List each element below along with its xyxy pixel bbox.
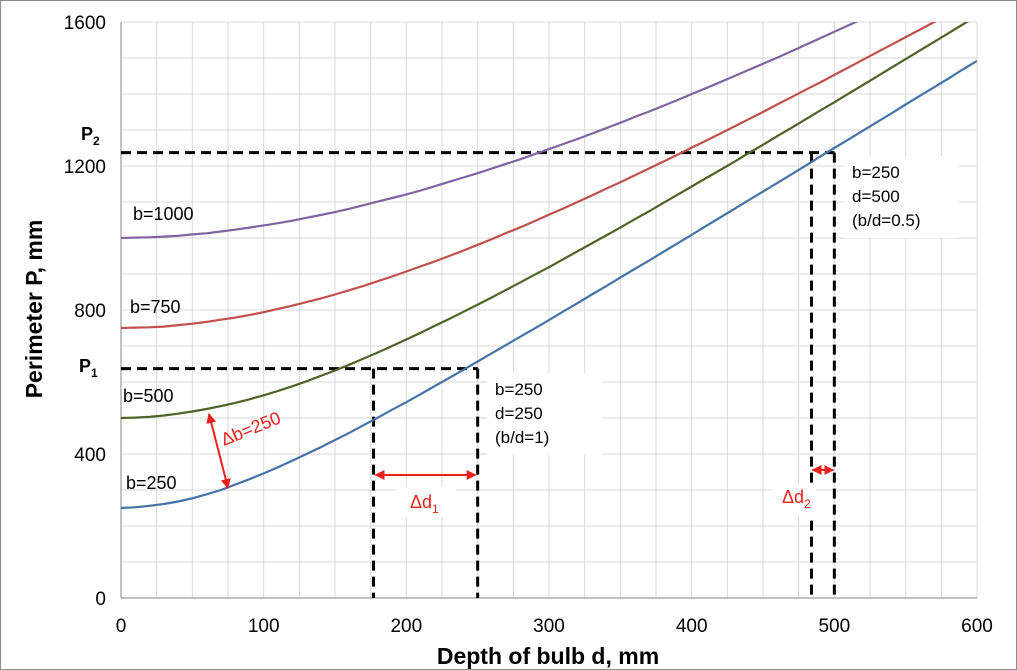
y-tick-label: 800: [74, 301, 106, 322]
note-b250-d500-bg: [844, 156, 959, 238]
series-line-b-1000: [121, 22, 859, 240]
series-label-b-1000: b=1000: [133, 204, 194, 224]
x-tick-label: 0: [116, 616, 127, 637]
x-tick-label: 500: [818, 616, 850, 637]
series-label-b-750: b=750: [130, 297, 181, 317]
note-b250-d250-line: d=250: [495, 404, 543, 423]
delta-d1-label: Δd1: [410, 492, 439, 516]
note-b250-d250-line: (b/d=1): [495, 428, 549, 447]
x-tick-label: 600: [961, 616, 993, 637]
delta-d2-bg: [772, 485, 816, 515]
delta-b-arrow: [206, 413, 231, 489]
x-tick-label: 200: [390, 616, 422, 637]
p1-axis-label: P1: [79, 356, 98, 380]
y-tick-label: 1200: [64, 157, 106, 178]
x-tick-label: 300: [533, 616, 565, 637]
note-b250-d500-line: d=500: [852, 187, 900, 206]
series-line-b-750: [121, 22, 937, 330]
grid-layer: [120, 21, 978, 599]
note-b250-d250-line: b=250: [495, 380, 543, 399]
x-tick-label: 400: [676, 616, 708, 637]
y-tick-label: 0: [95, 589, 106, 610]
delta-d1-bg: [396, 487, 456, 517]
p2-axis-label: P2: [81, 124, 100, 148]
guide-lines-layer: [121, 151, 836, 598]
series-label-b-250: b=250: [126, 473, 177, 493]
note-b250-d500-line: (b/d=0.5): [852, 211, 921, 230]
series-line-b-250: [121, 59, 977, 510]
y-axis-title: Perimeter P, mm: [21, 220, 47, 399]
y-tick-label: 400: [74, 445, 106, 466]
delta-d2-label: Δd2: [782, 487, 811, 511]
note-b250-d250-bg: [487, 373, 602, 455]
x-axis-title: Depth of bulb d, mm: [437, 643, 659, 669]
x-tick-label: 100: [248, 616, 280, 637]
tick-labels-layer: 0 100 200 300 400 500 600 0 400 800 1200 1600: [64, 13, 993, 637]
series-layer: [121, 22, 977, 510]
note-b250-d500-line: b=250: [852, 163, 900, 182]
series-line-b-500: [121, 22, 969, 420]
series-label-b-500: b=500: [123, 386, 174, 406]
y-tick-label: 1600: [64, 13, 106, 34]
